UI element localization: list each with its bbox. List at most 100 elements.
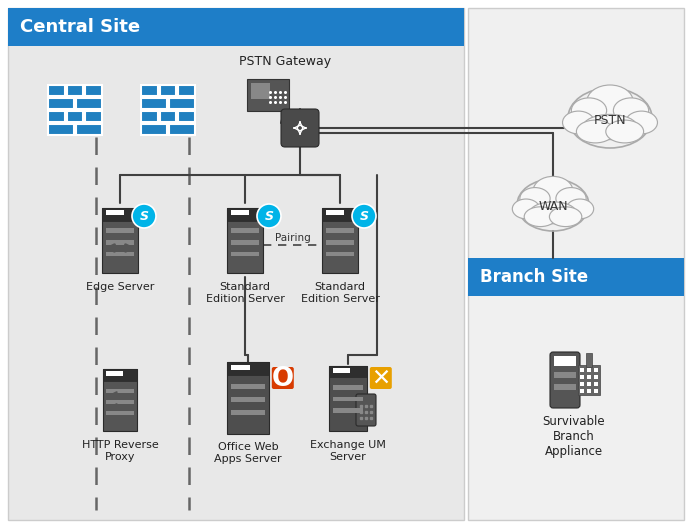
Bar [587, 368, 591, 372]
Bar [107, 400, 134, 404]
Ellipse shape [613, 98, 648, 123]
Bar [329, 365, 367, 377]
Bar [230, 240, 260, 244]
Bar [227, 362, 269, 375]
Text: Exchange UM
Server: Exchange UM Server [310, 440, 386, 461]
Bar [329, 365, 367, 430]
Ellipse shape [613, 98, 648, 123]
Ellipse shape [520, 187, 550, 210]
Bar [106, 240, 134, 244]
Text: ✕: ✕ [371, 367, 390, 390]
Text: Branch Site: Branch Site [480, 268, 588, 286]
Bar [102, 208, 138, 272]
Text: Central Site: Central Site [20, 18, 140, 36]
Bar [141, 85, 158, 96]
Bar [66, 111, 83, 122]
Ellipse shape [572, 98, 607, 123]
Text: S: S [264, 210, 273, 223]
Ellipse shape [549, 207, 582, 227]
Ellipse shape [563, 111, 594, 134]
Text: Standard
Edition Server: Standard Edition Server [206, 282, 284, 304]
Bar [594, 368, 598, 372]
Bar [107, 389, 134, 393]
Ellipse shape [583, 115, 637, 139]
Bar [85, 85, 102, 96]
Bar [8, 8, 464, 46]
Ellipse shape [534, 176, 573, 205]
Text: O: O [272, 365, 294, 391]
Circle shape [352, 204, 376, 228]
Bar [141, 124, 167, 135]
Bar [85, 111, 102, 122]
Bar [231, 384, 265, 389]
Bar [326, 252, 354, 256]
Bar [103, 369, 137, 381]
Bar [66, 85, 83, 96]
Bar [587, 375, 591, 379]
Bar [141, 98, 167, 109]
Text: Office Web
Apps Server: Office Web Apps Server [215, 442, 282, 464]
Bar [554, 384, 576, 390]
Bar [594, 389, 598, 393]
Bar [106, 210, 124, 215]
FancyBboxPatch shape [281, 109, 319, 147]
Bar [333, 368, 350, 373]
Bar [322, 208, 358, 221]
Text: Edge Server: Edge Server [86, 282, 154, 292]
Bar [578, 365, 600, 395]
Bar [594, 382, 598, 386]
Text: PSTN: PSTN [594, 114, 626, 127]
Bar [8, 8, 464, 520]
Ellipse shape [556, 187, 586, 210]
Text: Survivable
Branch
Appliance: Survivable Branch Appliance [543, 415, 606, 458]
Ellipse shape [556, 187, 586, 210]
Bar [179, 111, 195, 122]
Ellipse shape [626, 111, 657, 134]
Bar [251, 83, 270, 99]
Text: S: S [140, 210, 149, 223]
Circle shape [132, 204, 156, 228]
Circle shape [257, 204, 281, 228]
FancyBboxPatch shape [356, 394, 376, 426]
Bar [333, 397, 363, 401]
Bar [227, 208, 263, 221]
Bar [231, 410, 265, 414]
Text: Standard
Edition Server: Standard Edition Server [300, 282, 379, 304]
Bar [586, 353, 592, 367]
Ellipse shape [529, 202, 576, 224]
Bar [580, 389, 584, 393]
Bar [333, 385, 363, 390]
Ellipse shape [566, 199, 594, 219]
Bar [160, 111, 176, 122]
Bar [76, 98, 102, 109]
Bar [141, 111, 158, 122]
Bar [322, 208, 358, 272]
Bar [230, 210, 248, 215]
Bar [227, 362, 269, 434]
Bar [326, 240, 354, 244]
Bar [169, 124, 195, 135]
Bar [554, 372, 576, 378]
Bar [48, 98, 74, 109]
Ellipse shape [549, 207, 582, 227]
Ellipse shape [576, 120, 614, 143]
FancyBboxPatch shape [272, 367, 294, 389]
Bar [106, 252, 134, 256]
Bar [106, 228, 134, 233]
Bar [333, 408, 363, 413]
Bar [48, 111, 64, 122]
Ellipse shape [587, 85, 633, 118]
Bar [587, 389, 591, 393]
Bar [326, 228, 354, 233]
Bar [326, 210, 344, 215]
Bar [48, 124, 74, 135]
Ellipse shape [525, 207, 556, 227]
Ellipse shape [583, 115, 637, 139]
FancyBboxPatch shape [550, 352, 580, 408]
Ellipse shape [529, 202, 576, 224]
Ellipse shape [626, 111, 657, 134]
Ellipse shape [587, 85, 633, 118]
Text: WAN: WAN [538, 201, 568, 213]
Bar [230, 228, 260, 233]
Text: S: S [360, 210, 369, 223]
